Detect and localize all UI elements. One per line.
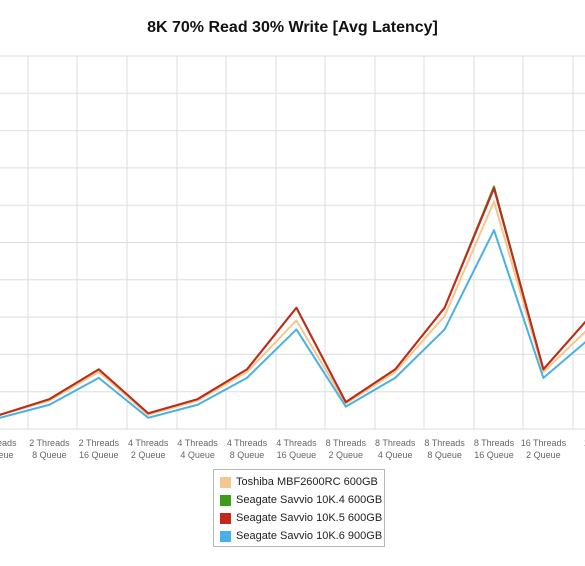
- x-tick-label: 8 Threads 16 Queue: [474, 438, 515, 460]
- x-tick-label: 2 Threads 16 Queue: [79, 438, 120, 460]
- legend-item: Seagate Savvio 10K.4 600GB: [220, 491, 384, 509]
- series-line: [0, 187, 585, 416]
- x-tick-label: 16 Threads 2 Queue: [521, 438, 567, 460]
- chart-title: 8K 70% Read 30% Write [Avg Latency]: [147, 19, 438, 36]
- series-line: [0, 200, 585, 416]
- x-tick-label: 4 Threads 2 Queue: [128, 438, 169, 460]
- legend-label: Seagate Savvio 10K.5 600GB: [236, 512, 383, 524]
- x-tick-label: 4 Threads 8 Queue: [227, 438, 268, 460]
- legend-swatch: [220, 512, 231, 524]
- legend-swatch: [220, 476, 231, 488]
- legend-item: Toshiba MBF2600RC 600GB: [220, 473, 384, 491]
- x-tick-label: 8 Threads 4 Queue: [375, 438, 416, 460]
- legend: Toshiba MBF2600RC 600GB Seagate Savvio 10…: [213, 469, 385, 547]
- legend-item: Seagate Savvio 10K.6 900GB: [220, 527, 384, 545]
- legend-item: Seagate Savvio 10K.5 600GB: [220, 509, 384, 527]
- series-line: [0, 229, 585, 419]
- legend-label: Seagate Savvio 10K.6 900GB: [236, 530, 383, 542]
- x-tick-label: 16 T4 Q: [584, 438, 585, 460]
- legend-swatch: [220, 530, 231, 542]
- legend-label: Toshiba MBF2600RC 600GB: [236, 476, 378, 488]
- x-tick-label: 2 Threads 8 Queue: [29, 438, 70, 460]
- x-tick-label: 8 Threads 8 Queue: [424, 438, 465, 460]
- legend-label: Seagate Savvio 10K.4 600GB: [236, 494, 383, 506]
- series-line: [0, 185, 585, 416]
- x-tick-label: 4 Threads 16 Queue: [276, 438, 317, 460]
- x-tick-label: 4 Threads 4 Queue: [177, 438, 218, 460]
- legend-swatch: [220, 494, 231, 506]
- x-tick-label: 8 Threads 2 Queue: [326, 438, 367, 460]
- x-tick-label: ThreadsQueue: [0, 438, 17, 460]
